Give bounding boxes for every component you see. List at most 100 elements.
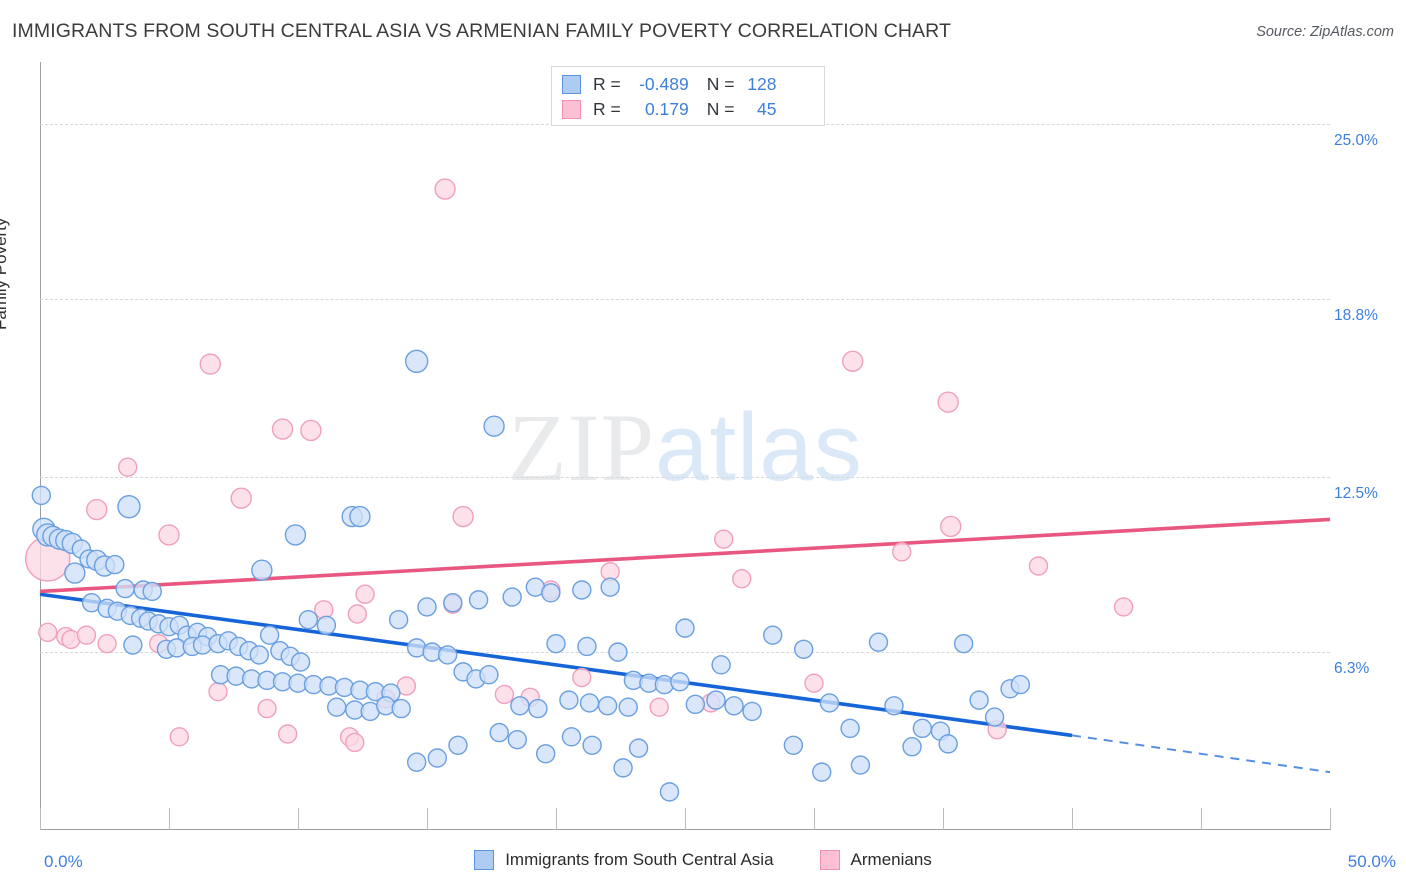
data-point (582, 735, 602, 755)
immigrants-points (31, 349, 1031, 802)
data-point (123, 635, 143, 655)
data-point (675, 618, 695, 638)
stats-n-label-blue: N = (706, 74, 735, 94)
trendline-solid (39, 517, 1331, 594)
data-point (290, 652, 311, 672)
stats-n-label-pink: N = (706, 99, 735, 119)
trendline-dashed-extension (1071, 734, 1331, 774)
x-axis-tick (943, 808, 944, 830)
stats-n-value-pink: 45 (757, 99, 777, 119)
data-point (251, 559, 273, 581)
series-legend: Immigrants from South Central Asia Armen… (0, 850, 1406, 870)
data-point (670, 672, 690, 692)
y-axis-line (40, 62, 41, 830)
data-point (448, 735, 468, 755)
legend-swatch-armenians (819, 850, 840, 870)
x-axis-tick (814, 808, 815, 830)
gridline (40, 652, 1330, 654)
stats-r-value-blue: -0.489 (639, 74, 689, 94)
data-point (271, 418, 294, 440)
data-point (535, 744, 556, 764)
data-point (257, 698, 277, 719)
data-point (541, 583, 561, 603)
data-point (510, 696, 530, 716)
data-point (793, 639, 814, 659)
data-point (600, 577, 620, 597)
data-point (940, 515, 962, 538)
data-point (953, 633, 974, 654)
data-point (277, 724, 298, 744)
data-point (868, 632, 889, 652)
data-point (577, 636, 597, 657)
legend-item-armenians[interactable]: Armenians (819, 850, 932, 870)
data-point (984, 707, 1005, 727)
stats-r-value-pink: 0.179 (644, 99, 689, 119)
data-point (763, 625, 783, 645)
data-point (115, 578, 135, 599)
data-point (169, 727, 190, 747)
data-point (208, 681, 228, 702)
data-point (105, 554, 125, 575)
data-point (804, 673, 824, 693)
gridline (40, 299, 1330, 301)
data-point (443, 593, 463, 613)
x-axis-tick (1201, 808, 1202, 830)
data-point (417, 597, 437, 617)
data-point (840, 718, 860, 739)
data-point (507, 729, 527, 750)
x-axis-tick (40, 808, 41, 830)
data-point (427, 748, 448, 768)
legend-item-immigrants[interactable]: Immigrants from South Central Asia (474, 850, 774, 870)
data-point (572, 667, 592, 688)
legend-label-armenians: Armenians (850, 850, 932, 869)
data-point (613, 758, 633, 778)
data-point (76, 625, 97, 645)
data-point (659, 782, 680, 802)
data-point (468, 590, 489, 610)
data-point (608, 642, 628, 662)
data-point (1010, 674, 1031, 695)
data-point (345, 732, 365, 753)
data-point (559, 690, 579, 710)
stats-swatch-pink (562, 100, 581, 119)
data-point (561, 727, 582, 747)
data-point (546, 633, 566, 654)
legend-swatch-immigrants (474, 850, 495, 870)
data-point (711, 655, 731, 675)
data-point (118, 457, 138, 477)
data-point (732, 569, 752, 589)
plot-area (25, 62, 1331, 830)
data-point (327, 697, 347, 717)
stats-n-value-blue: 128 (747, 74, 777, 94)
data-point (842, 350, 864, 372)
data-point (494, 684, 515, 705)
data-point (579, 693, 600, 713)
data-point (452, 505, 474, 528)
data-point (479, 665, 499, 685)
data-point (742, 701, 762, 722)
data-point (884, 696, 904, 716)
x-axis-tick (556, 808, 557, 830)
data-point (572, 580, 592, 600)
data-point (706, 690, 726, 710)
x-axis-tick (298, 808, 299, 830)
data-point (31, 485, 51, 506)
data-point (38, 622, 58, 643)
trendline-solid (39, 592, 1073, 738)
data-point (483, 415, 505, 437)
data-point (259, 625, 280, 645)
x-axis-min-label: 0.0% (44, 852, 83, 871)
stats-row-armenians: R = 0.179 N = 45 (562, 97, 814, 122)
x-axis-tick (1330, 808, 1331, 830)
data-point (349, 505, 371, 528)
data-point (714, 529, 734, 549)
data-point (783, 735, 804, 755)
data-point (388, 609, 409, 630)
data-point (819, 693, 840, 713)
data-point (434, 178, 456, 200)
data-point (528, 698, 548, 719)
data-point (628, 738, 649, 758)
correlation-stats-box: R = -0.489 N = 128 R = 0.179 N = 45 (551, 66, 825, 126)
data-point (117, 495, 141, 519)
